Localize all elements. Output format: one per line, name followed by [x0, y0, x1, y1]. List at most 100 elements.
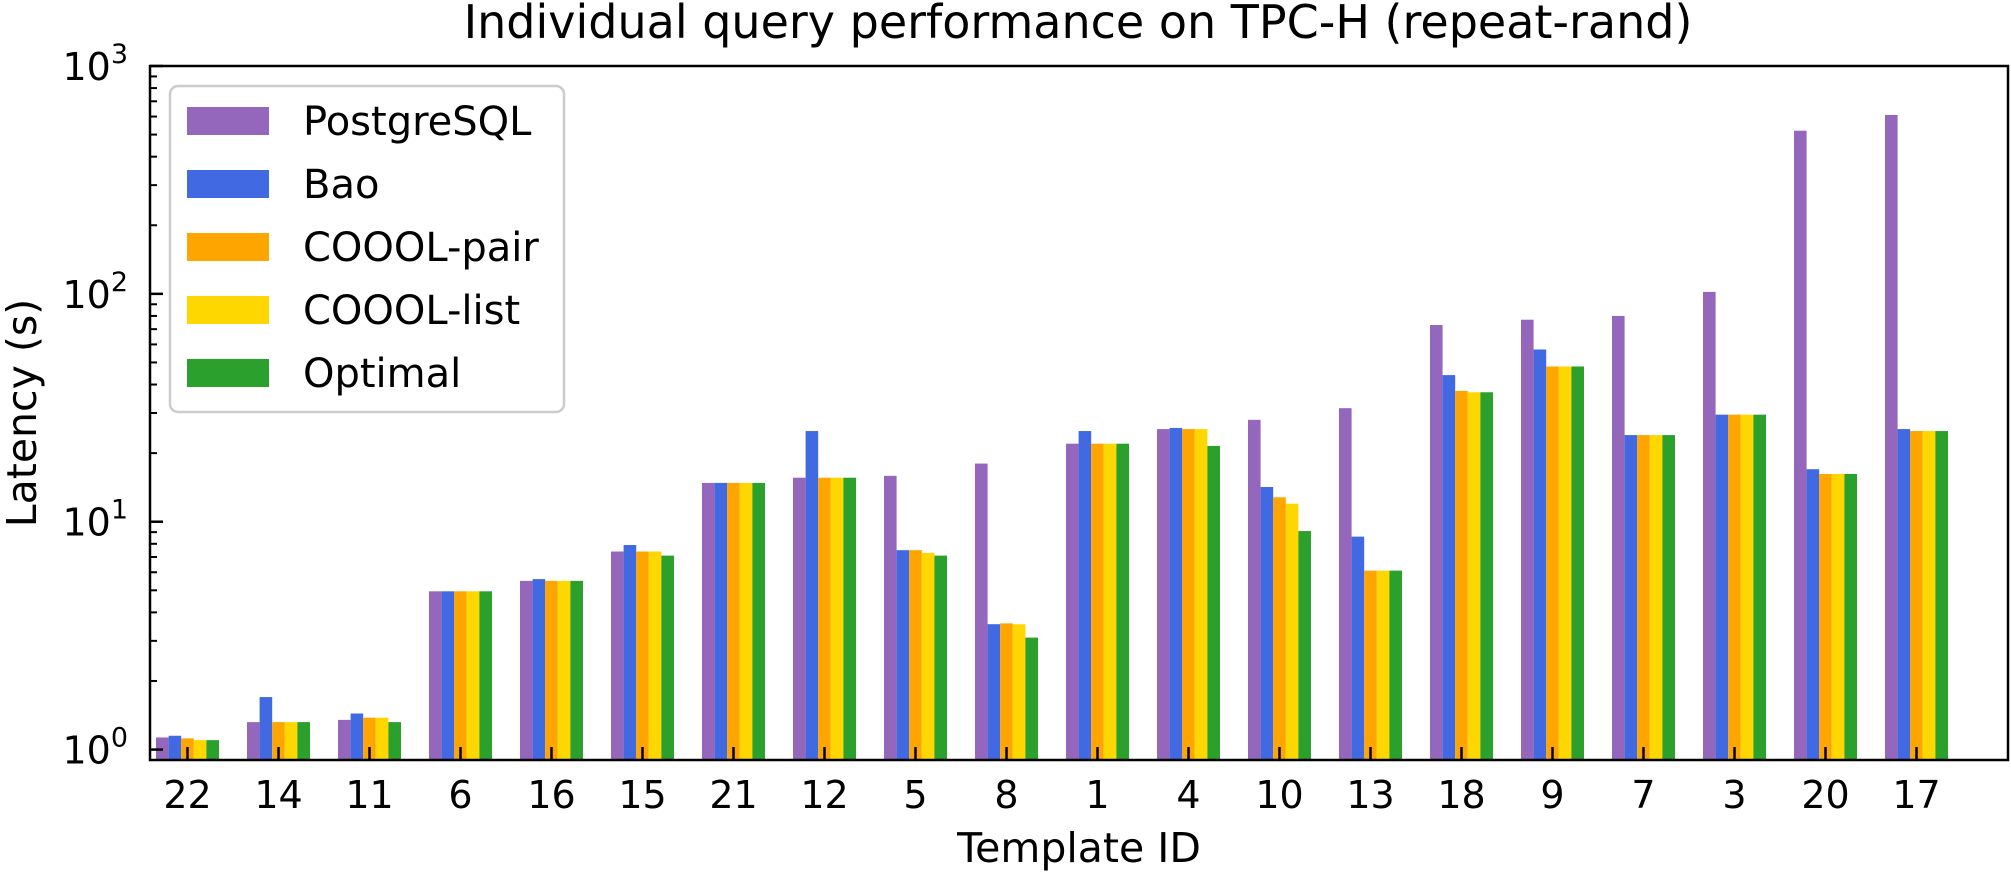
- bar-coool-list-7: [1649, 435, 1663, 760]
- bar-postgresql-7: [1612, 315, 1625, 760]
- bar-bao-17: [1897, 429, 1911, 760]
- bar-bao-5: [896, 550, 910, 760]
- bar-coool-pair-8: [1000, 623, 1013, 760]
- x-axis-label: Template ID: [956, 824, 1201, 872]
- bar-bao-13: [1351, 536, 1365, 760]
- x-tick-label: 13: [1346, 773, 1394, 817]
- bar-postgresql-4: [1157, 429, 1170, 760]
- bar-coool-list-22: [193, 740, 207, 760]
- bar-postgresql-3: [1703, 291, 1716, 760]
- bar-coool-list-10: [1285, 503, 1299, 760]
- bar-coool-pair-21: [727, 482, 740, 760]
- bar-postgresql-5: [884, 475, 897, 760]
- bar-postgresql-1: [1066, 443, 1079, 760]
- x-tick-label: 7: [1631, 773, 1655, 817]
- bar-bao-12: [805, 431, 819, 760]
- bar-coool-pair-10: [1273, 497, 1286, 760]
- bar-coool-pair-9: [1546, 366, 1559, 760]
- bar-optimal-13: [1389, 570, 1402, 760]
- legend-label: COOOL-pair: [303, 225, 539, 271]
- bar-coool-pair-13: [1364, 570, 1377, 760]
- bar-bao-18: [1442, 375, 1456, 760]
- legend-label: COOOL-list: [303, 288, 520, 334]
- x-tick-label: 8: [994, 773, 1018, 817]
- x-tick-label: 10: [1255, 773, 1303, 817]
- bar-optimal-22: [206, 740, 219, 760]
- bar-coool-pair-3: [1728, 414, 1741, 760]
- y-ticks-group: 100 101 102 103: [62, 39, 163, 773]
- bar-bao-11: [350, 713, 364, 760]
- bar-postgresql-10: [1248, 419, 1261, 760]
- bar-coool-list-15: [648, 551, 662, 760]
- bar-optimal-4: [1207, 445, 1220, 760]
- x-tick-label: 17: [1892, 773, 1940, 817]
- x-tick-label: 22: [163, 773, 211, 817]
- bar-optimal-15: [661, 555, 674, 760]
- x-tick-label: 9: [1540, 773, 1564, 817]
- bar-optimal-8: [1025, 637, 1038, 760]
- bar-optimal-20: [1844, 473, 1857, 760]
- bar-coool-pair-6: [454, 591, 467, 760]
- bar-bao-20: [1806, 469, 1820, 760]
- bar-bao-1: [1078, 431, 1092, 760]
- bar-coool-list-17: [1922, 431, 1936, 760]
- bar-coool-pair-11: [363, 717, 376, 760]
- legend-swatch-coool-list: [187, 296, 269, 324]
- bar-optimal-5: [934, 555, 947, 760]
- y-tick-label: 103: [62, 39, 128, 89]
- legend-swatch-coool-pair: [187, 233, 269, 261]
- bar-optimal-11: [388, 722, 401, 760]
- bar-bao-21: [714, 482, 728, 760]
- bar-bao-16: [532, 579, 546, 760]
- bar-coool-list-1: [1103, 443, 1117, 760]
- x-tick-label: 16: [527, 773, 575, 817]
- bar-optimal-9: [1571, 366, 1584, 760]
- legend: PostgreSQL Bao COOOL-pair COOOL-list Optimal: [168, 84, 566, 414]
- bar-bao-22: [168, 735, 182, 760]
- bar-bao-15: [623, 545, 637, 760]
- bar-coool-list-18: [1467, 392, 1481, 760]
- bar-postgresql-8: [975, 463, 988, 760]
- bar-coool-list-9: [1558, 366, 1572, 760]
- bar-optimal-18: [1480, 392, 1493, 760]
- y-tick-label: 101: [62, 495, 128, 545]
- legend-label: PostgreSQL: [303, 99, 532, 145]
- bar-coool-list-11: [375, 717, 389, 760]
- x-tick-label: 18: [1437, 773, 1485, 817]
- bar-coool-list-3: [1740, 414, 1754, 760]
- x-tick-label: 5: [903, 773, 927, 817]
- bar-coool-pair-1: [1091, 443, 1104, 760]
- legend-label: Optimal: [303, 351, 461, 397]
- bar-coool-pair-14: [272, 722, 285, 760]
- x-tick-label: 14: [254, 773, 302, 817]
- bar-postgresql-13: [1339, 408, 1352, 760]
- bar-coool-pair-16: [545, 580, 558, 760]
- bar-coool-pair-7: [1637, 435, 1650, 760]
- legend-swatch-bao: [187, 170, 269, 198]
- bar-coool-list-14: [284, 722, 298, 760]
- y-tick-label: 102: [62, 267, 128, 317]
- bar-postgresql-16: [520, 580, 533, 760]
- bar-postgresql-15: [611, 551, 624, 760]
- bar-coool-list-16: [557, 580, 571, 760]
- bar-optimal-6: [479, 591, 492, 760]
- bar-coool-pair-20: [1819, 473, 1832, 760]
- bar-optimal-1: [1116, 443, 1129, 760]
- bar-bao-3: [1715, 414, 1729, 760]
- legend-label: Bao: [303, 162, 379, 208]
- y-axis-label: Latency (s): [0, 299, 46, 527]
- bar-bao-8: [987, 624, 1001, 760]
- bar-optimal-7: [1662, 435, 1675, 760]
- x-tick-label: 3: [1722, 773, 1746, 817]
- bars-group: [156, 114, 1948, 760]
- bar-postgresql-9: [1521, 319, 1534, 760]
- bar-bao-9: [1533, 349, 1547, 760]
- bar-coool-pair-17: [1910, 431, 1923, 760]
- bar-coool-list-8: [1012, 624, 1026, 760]
- bar-coool-pair-12: [818, 477, 831, 760]
- bar-coool-list-21: [739, 482, 753, 760]
- bar-postgresql-20: [1794, 130, 1807, 760]
- bar-postgresql-21: [702, 482, 715, 760]
- x-tick-label: 15: [618, 773, 666, 817]
- bar-coool-list-4: [1194, 429, 1208, 760]
